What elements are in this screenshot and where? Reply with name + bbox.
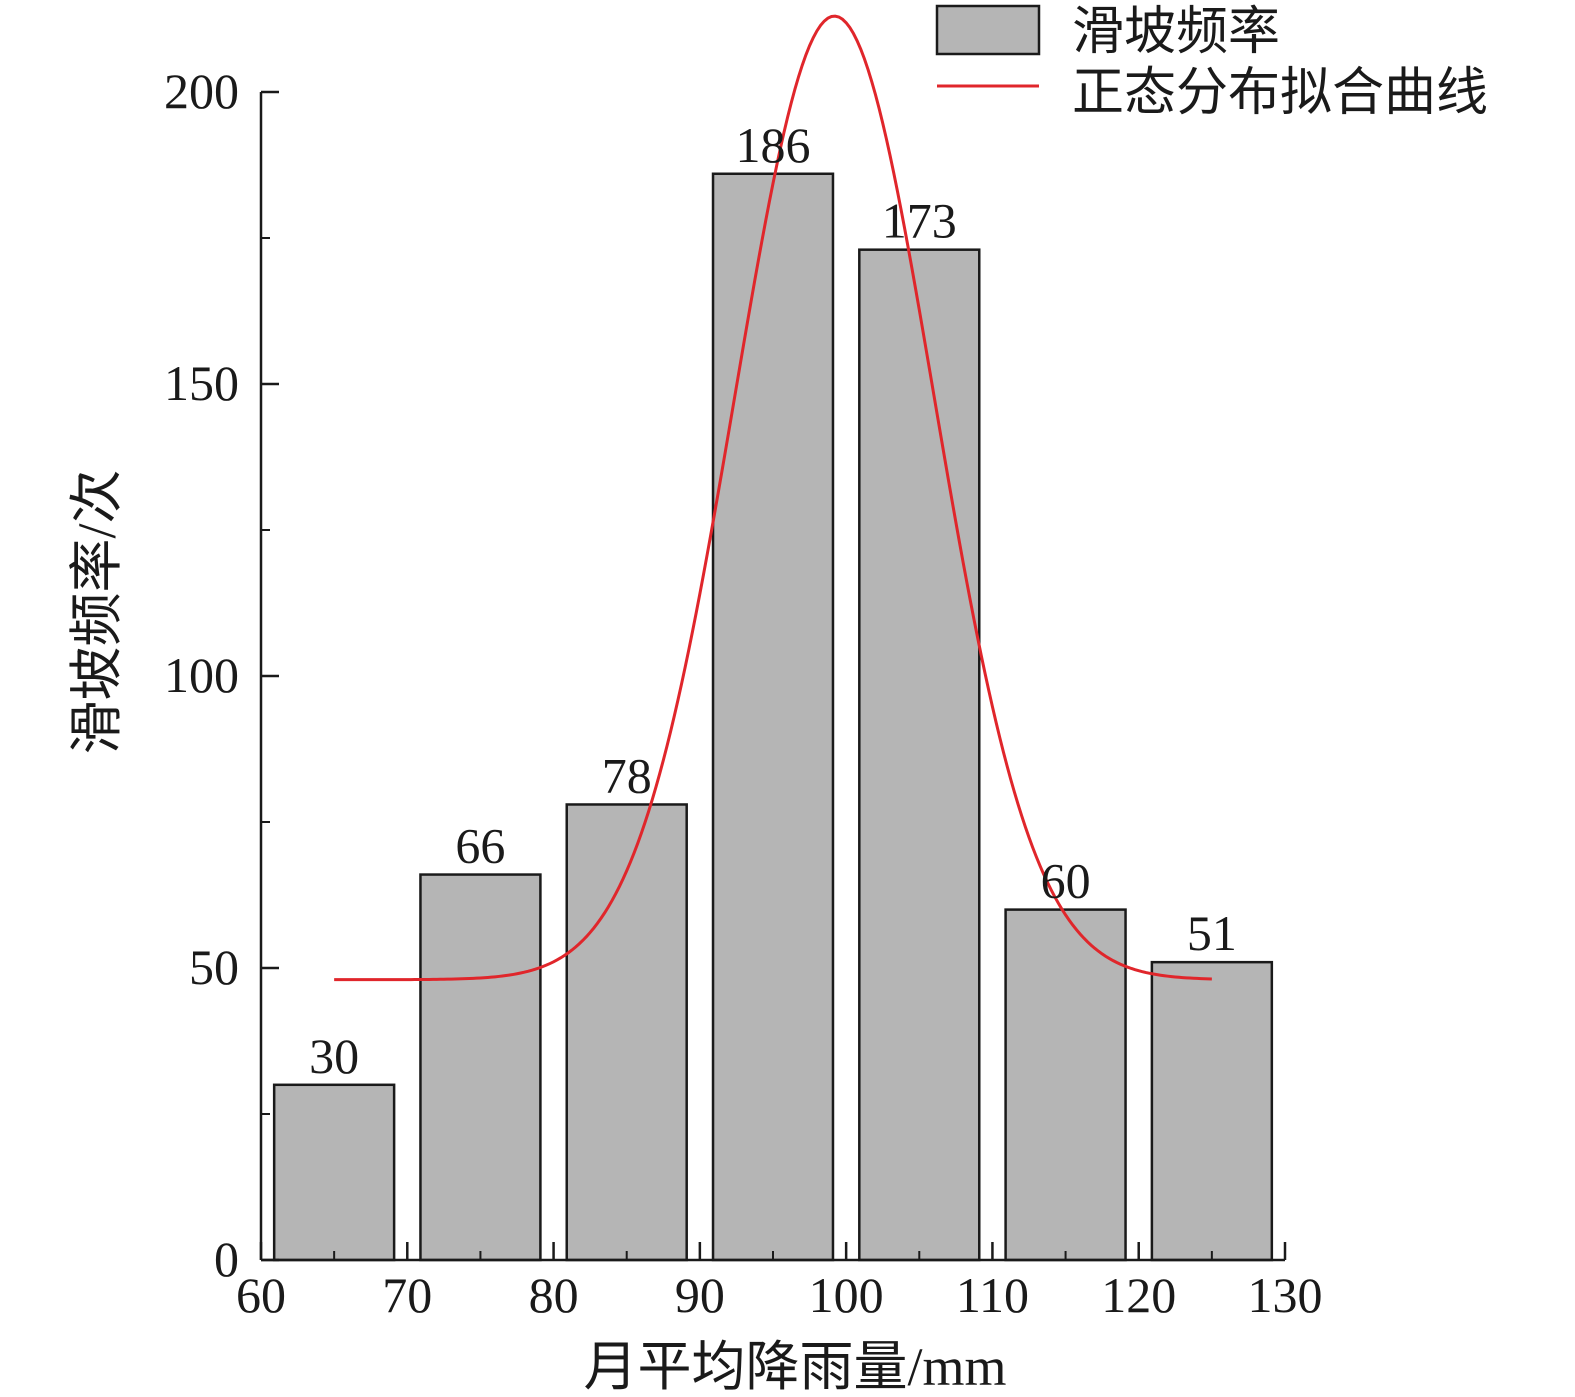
data-label: 173: [882, 193, 957, 249]
bar: [565, 803, 688, 1262]
legend-bar-swatch: [935, 4, 1041, 56]
data-label: 186: [736, 117, 811, 173]
data-label: 30: [309, 1028, 359, 1084]
bar: [1004, 908, 1127, 1262]
y-tick-label: 200: [164, 63, 239, 119]
fit-curve-line: [334, 14, 1212, 982]
x-tick-label: 100: [809, 1267, 884, 1323]
y-tick-label: 150: [164, 355, 239, 411]
legend: 滑坡频率 正态分布拟合曲线: [935, 4, 1488, 122]
bar: [419, 873, 542, 1262]
bar: [1150, 960, 1274, 1262]
y-axis-title: 滑坡频率/次: [67, 469, 127, 754]
x-axis-title: 月平均降雨量/mm: [583, 1337, 1006, 1397]
legend-label-bars: 滑坡频率: [1072, 4, 1280, 61]
bars-layer: [272, 172, 1274, 1262]
legend-label-curve: 正态分布拟合曲线: [1072, 65, 1488, 122]
x-tick-label: 90: [675, 1267, 725, 1323]
fit-curve-layer: [334, 14, 1212, 982]
x-tick-label: 120: [1101, 1267, 1176, 1323]
data-label: 51: [1187, 905, 1237, 961]
data-label: 66: [455, 818, 505, 874]
data-label: 60: [1041, 853, 1091, 909]
y-tick-label: 0: [214, 1231, 239, 1287]
data-labels-layer: 30 66 78 186 173 60 51: [309, 117, 1237, 1084]
data-label: 78: [602, 747, 652, 803]
bar: [858, 248, 981, 1262]
x-tick-label: 110: [956, 1267, 1029, 1323]
axes-layer: 60 70 80 90 100 110 120 130 0 50 100 150 200: [164, 63, 1323, 1323]
y-tick-label: 100: [164, 647, 239, 703]
x-tick-label: 80: [529, 1267, 579, 1323]
bar: [711, 172, 835, 1262]
x-tick-label: 130: [1248, 1267, 1323, 1323]
y-tick-label: 50: [189, 939, 239, 995]
x-tick-label: 60: [236, 1267, 286, 1323]
x-tick-label: 70: [382, 1267, 432, 1323]
bar: [272, 1083, 396, 1262]
